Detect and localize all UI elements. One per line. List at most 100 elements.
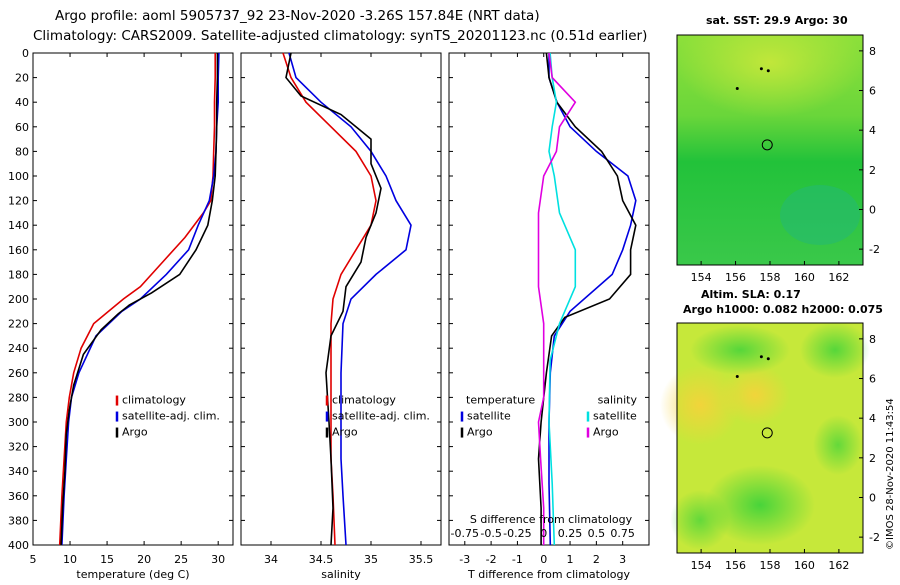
- depth-tick-label: 300: [8, 416, 29, 429]
- depth-tick-label: 80: [15, 145, 29, 158]
- sla-map-green-patch-2: [800, 322, 870, 378]
- sla-map-y-tick-label: 0: [869, 491, 876, 504]
- depth-tick-label: 260: [8, 367, 29, 380]
- depth-tick-label: 380: [8, 514, 29, 527]
- diff-legend-left-label: Argo: [467, 426, 493, 439]
- difference-series-salinity-satellite: [548, 52, 577, 546]
- salinity-series-satellite-adj-clim-: [288, 52, 412, 546]
- sla-map-green-patch-5: [670, 490, 730, 550]
- salinity-series-argo: [285, 52, 382, 546]
- sla-map-green-patch-3: [705, 465, 815, 545]
- sst-map-y-tick-label: 4: [869, 124, 876, 137]
- title-line-2: Climatology: CARS2009. Satellite-adjuste…: [33, 28, 647, 44]
- depth-tick-label: 160: [8, 244, 29, 257]
- diff-legend-right-label: Argo: [593, 426, 619, 439]
- difference-x-tick-label: 2: [593, 553, 600, 566]
- sst-map-x-tick-label: 162: [828, 271, 849, 284]
- temperature-panel: 0 20 40 60 80 100 120 140 160 180 200 220 240 260 280 3…: [8, 47, 234, 581]
- salinity-x-tick-label: 34.5: [309, 553, 334, 566]
- sla-map-green-patch-1: [690, 325, 790, 375]
- temperature-x-tick-label: 25: [174, 553, 188, 566]
- diff-s-axis-tick-label: 0.75: [610, 527, 635, 540]
- sla-map-x-tick-label: 158: [760, 559, 781, 572]
- depth-tick-label: 20: [15, 72, 29, 85]
- difference-x-tick-label: 0: [540, 553, 547, 566]
- diff-legend-right-title: salinity: [598, 394, 638, 407]
- salinity-x-axis-label: salinity: [321, 568, 361, 580]
- sla-map-y-tick-label: 2: [869, 452, 876, 465]
- salinity-legend-label: climatology: [332, 394, 396, 407]
- sla-map-x-tick-label: 160: [794, 559, 815, 572]
- salinity-x-tick-label: 35: [364, 553, 378, 566]
- diff-legend-left-label: satellite: [467, 410, 511, 423]
- sst-map-title: sat. SST: 29.9 Argo: 30: [706, 14, 848, 27]
- temperature-legend-label: Argo: [122, 426, 148, 439]
- depth-tick-label: 40: [15, 96, 29, 109]
- temperature-x-tick-label: 5: [30, 553, 37, 566]
- sla-map-y-tick-label: -2: [869, 531, 880, 544]
- difference-x-tick-label: 3: [619, 553, 626, 566]
- sst-map-x-tick-label: 154: [691, 271, 712, 284]
- sla-argo-marker: [761, 427, 773, 439]
- sla-map-y-tick-label: 6: [869, 373, 876, 386]
- sst-map-y-tick-label: 2: [869, 164, 876, 177]
- temperature-legend-label: climatology: [122, 394, 186, 407]
- temperature-legend-label: satellite-adj. clim.: [122, 410, 220, 423]
- depth-tick-label: 320: [8, 441, 29, 454]
- salinity-x-tick-label: 35.5: [409, 553, 434, 566]
- salinity-panel: 34 34.5 35 35.5 salinity climatology satellite…: [240, 52, 442, 581]
- sla-map-x-tick-label: 156: [725, 559, 746, 572]
- depth-tick-label: 200: [8, 293, 29, 306]
- sla-map-island: [766, 357, 770, 361]
- sla-map-yellow-patch-2: [720, 365, 790, 425]
- depth-tick-label: 140: [8, 219, 29, 232]
- depth-tick-label: 120: [8, 195, 29, 208]
- sla-map-title-1: Altim. SLA: 0.17: [701, 288, 801, 301]
- temperature-x-tick-label: 10: [63, 553, 77, 566]
- salinity-legend-label: Argo: [332, 426, 358, 439]
- sst-map-x-tick-label: 160: [794, 271, 815, 284]
- sst-map-y-tick-label: 6: [869, 85, 876, 98]
- depth-tick-label: 360: [8, 490, 29, 503]
- sst-map-x-tick-label: 158: [760, 271, 781, 284]
- sla-map-title-2: Argo h1000: 0.082 h2000: 0.075: [683, 303, 883, 316]
- sst-map-warm-patch: [677, 35, 863, 145]
- diff-s-axis-tick-label: -0.5: [480, 527, 501, 540]
- sla-map-x-tick-label: 162: [828, 559, 849, 572]
- sst-map-island: [735, 87, 739, 91]
- depth-tick-label: 220: [8, 318, 29, 331]
- depth-tick-label: 100: [8, 170, 29, 183]
- salinity-legend-label: satellite-adj. clim.: [332, 410, 430, 423]
- salinity-x-tick-label: 34: [264, 553, 278, 566]
- sst-map-cool-patch: [780, 185, 860, 245]
- sst-map-island: [766, 69, 770, 73]
- sst-map-y-tick-label: -2: [869, 243, 880, 256]
- difference-x-axis-label: T difference from climatology: [467, 568, 630, 580]
- sla-map-y-tick-label: 4: [869, 412, 876, 425]
- imos-timestamp: ©IMOS 28-Nov-2020 11:43:54: [885, 398, 896, 550]
- diff-s-axis-tick-label: -0.25: [503, 527, 531, 540]
- temperature-x-tick-label: 30: [211, 553, 225, 566]
- diff-s-axis-tick-label: 0: [540, 527, 547, 540]
- difference-series-salinity-argo: [537, 52, 577, 545]
- depth-tick-label: 240: [8, 342, 29, 355]
- sla-map-yellow-patch-1: [660, 365, 740, 445]
- difference-x-tick-label: -1: [512, 553, 523, 566]
- difference-series-temperature-argo: [537, 52, 637, 545]
- depth-tick-label: 340: [8, 465, 29, 478]
- diff-s-axis-tick-label: 0.5: [588, 527, 606, 540]
- sst-argo-marker: [761, 139, 773, 151]
- depth-tick-label: 0: [22, 47, 29, 60]
- temperature-series-climatology: [58, 53, 216, 546]
- salinity-series-climatology: [282, 52, 377, 546]
- depth-tick-label: 60: [15, 121, 29, 134]
- temperature-x-axis-label: temperature (deg C): [76, 568, 189, 580]
- temperature-x-tick-label: 20: [137, 553, 151, 566]
- title-line-1: Argo profile: aoml 5905737_92 23-Nov-202…: [55, 8, 540, 24]
- diff-legend-right-label: satellite: [593, 410, 637, 423]
- diff-s-axis-label: S difference from climatology: [470, 513, 633, 526]
- temperature-x-tick-label: 15: [100, 553, 114, 566]
- depth-tick-label: 180: [8, 268, 29, 281]
- sla-map-island: [735, 375, 739, 379]
